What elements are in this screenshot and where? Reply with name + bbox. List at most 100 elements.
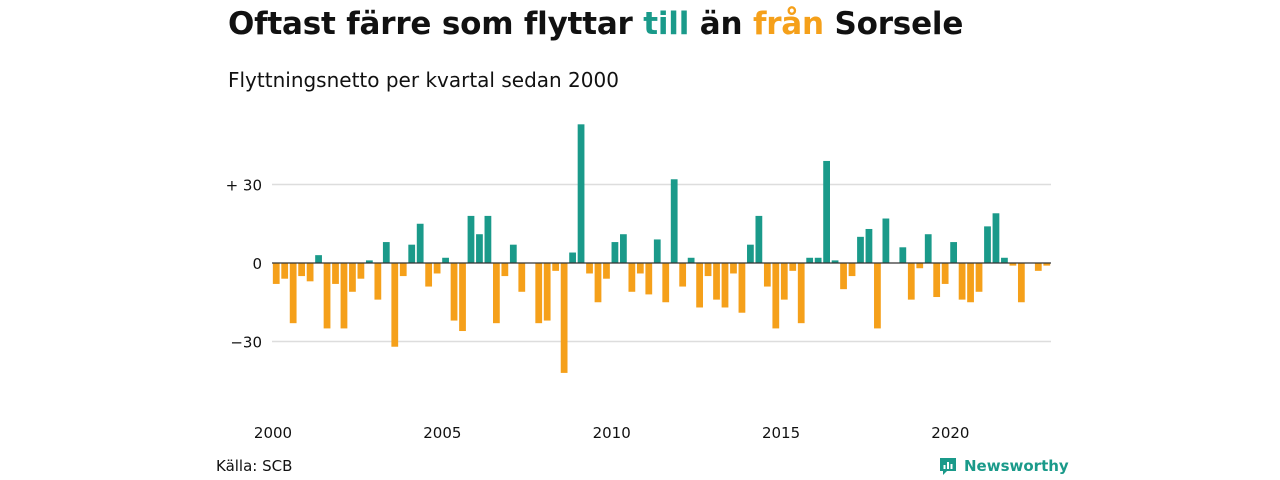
x-tick-label: 2005	[423, 424, 461, 442]
bar	[763, 263, 771, 287]
bar	[1017, 263, 1025, 303]
bar	[543, 263, 551, 321]
bar	[907, 263, 915, 300]
bar	[958, 263, 966, 300]
bar	[933, 263, 941, 298]
brand-logo: Newsworthy	[938, 456, 1069, 476]
x-tick-label: 2010	[593, 424, 631, 442]
bar	[281, 263, 289, 279]
bar	[992, 213, 1000, 263]
bar	[721, 263, 729, 308]
title-till-word: till	[643, 6, 690, 42]
bar	[315, 255, 322, 263]
title-fran-word: från	[752, 6, 824, 42]
bar	[899, 247, 907, 263]
bar	[662, 263, 670, 303]
bar	[823, 160, 830, 263]
bar	[357, 263, 365, 279]
bar	[772, 263, 780, 329]
bar	[882, 218, 890, 263]
bar	[620, 234, 627, 263]
bar	[636, 263, 644, 274]
bar	[493, 263, 500, 324]
bar	[476, 234, 483, 263]
bar	[747, 244, 754, 263]
title-prefix: Oftast färre som flyttar	[228, 6, 644, 42]
bar	[653, 239, 661, 263]
bar	[442, 257, 449, 263]
bar	[416, 223, 424, 263]
bar	[840, 263, 847, 290]
bar	[984, 226, 991, 263]
title-middle: än	[689, 6, 753, 42]
bar	[391, 263, 399, 347]
bar	[1001, 257, 1008, 263]
bar	[577, 124, 585, 263]
bar	[679, 263, 687, 287]
bar	[967, 263, 974, 303]
bar	[518, 263, 526, 292]
bar	[501, 263, 509, 277]
y-tick-label: 0	[252, 255, 262, 273]
bar	[459, 263, 466, 332]
bar	[382, 242, 390, 263]
bar	[755, 215, 763, 263]
bar	[611, 242, 619, 263]
bar	[552, 263, 560, 271]
x-tick-label: 2000	[254, 424, 292, 442]
bar	[603, 263, 610, 279]
bar	[780, 263, 788, 300]
bar	[586, 263, 593, 274]
bar	[272, 263, 280, 284]
chart-subtitle: Flyttningsnetto per kvartal sedan 2000	[228, 68, 619, 92]
bar	[806, 257, 814, 263]
x-tick-label: 2020	[931, 424, 969, 442]
bar	[797, 263, 805, 324]
bar	[433, 263, 441, 274]
bar	[916, 263, 924, 269]
bar	[924, 234, 932, 263]
bar	[670, 179, 678, 263]
bar	[569, 252, 576, 263]
y-tick-label: −30	[230, 334, 262, 352]
bar	[1043, 263, 1051, 266]
bar	[399, 263, 407, 277]
bar	[594, 263, 602, 303]
bar	[535, 263, 543, 324]
source-label: Källa: SCB	[216, 457, 293, 475]
bar	[730, 263, 737, 274]
bar	[865, 228, 873, 263]
bar	[450, 263, 458, 321]
brand-name: Newsworthy	[964, 457, 1069, 475]
bar	[628, 263, 636, 292]
bar	[467, 215, 475, 263]
y-tick-label: + 30	[226, 177, 262, 195]
chart-title: Oftast färre som flyttar till än från So…	[228, 6, 963, 42]
bar	[814, 257, 822, 263]
title-suffix: Sorsele	[823, 6, 964, 42]
bar	[738, 263, 746, 313]
bar	[1009, 263, 1017, 266]
bar	[298, 263, 306, 277]
bar	[789, 263, 797, 271]
bar	[349, 263, 356, 292]
bar	[323, 263, 331, 329]
x-tick-label: 2015	[762, 424, 800, 442]
bar	[365, 260, 373, 263]
bar	[687, 257, 695, 263]
newsworthy-logo-icon	[940, 458, 956, 475]
bar	[848, 263, 856, 277]
bar	[306, 263, 314, 282]
bar	[374, 263, 382, 300]
bar	[408, 244, 416, 263]
bar	[704, 263, 712, 277]
bar	[645, 263, 653, 295]
bar	[425, 263, 433, 287]
bar	[1034, 263, 1042, 271]
bar	[975, 263, 983, 292]
bar	[713, 263, 720, 300]
bar	[696, 263, 703, 308]
bar	[340, 263, 348, 329]
bar	[831, 260, 839, 263]
